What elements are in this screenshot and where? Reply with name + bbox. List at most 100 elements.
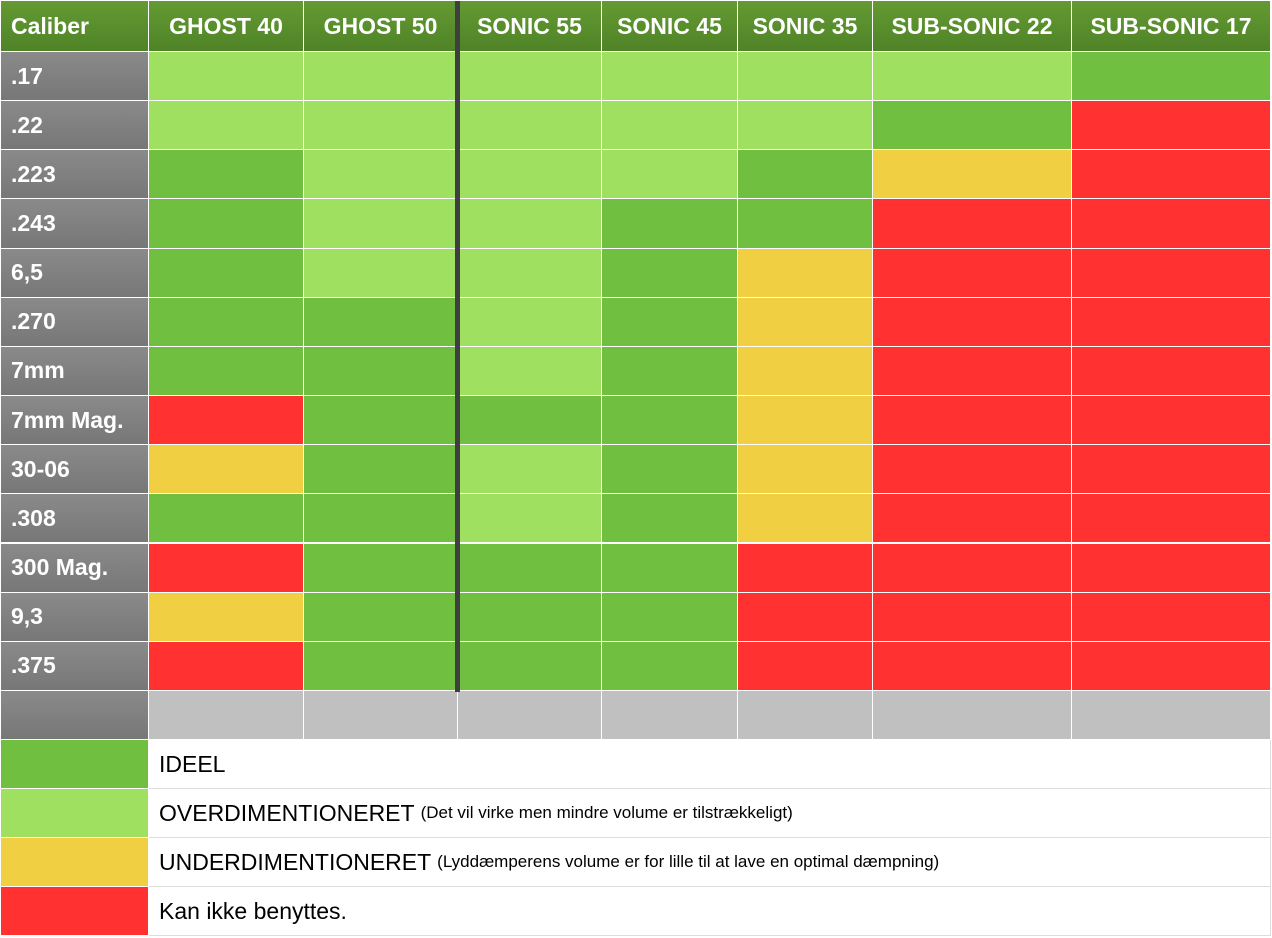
status-cell (1072, 690, 1271, 741)
status-cell (873, 543, 1072, 593)
status-cell (304, 297, 458, 347)
status-cell (873, 494, 1072, 544)
status-cell (602, 641, 738, 691)
legend-entry: UNDERDIMENTIONERET (Lyddæmperens volume e… (149, 838, 1271, 888)
status-cell (738, 396, 873, 446)
status-cell (304, 150, 458, 200)
status-cell (1072, 641, 1271, 691)
row-label: .308 (1, 494, 149, 544)
status-cell (304, 494, 458, 544)
status-cell (738, 445, 873, 495)
legend-entry: Kan ikke benyttes. (149, 887, 1271, 937)
status-cell (304, 248, 458, 298)
status-cell (458, 543, 602, 593)
status-cell (602, 297, 738, 347)
row-label: 9,3 (1, 592, 149, 642)
status-cell (602, 592, 738, 642)
status-cell (602, 52, 738, 102)
status-cell (738, 346, 873, 397)
column-header: SONIC 45 (602, 1, 738, 52)
row-label: 6,5 (1, 248, 149, 298)
status-cell (602, 248, 738, 298)
status-cell (458, 297, 602, 347)
status-cell (149, 248, 304, 298)
legend-swatch (1, 838, 149, 888)
legend-label: OVERDIMENTIONERET (159, 799, 415, 826)
row-label: .375 (1, 641, 149, 691)
status-cell (1072, 494, 1271, 544)
status-cell (873, 445, 1072, 495)
status-cell (304, 690, 458, 741)
status-cell (1072, 248, 1271, 298)
status-cell (149, 199, 304, 249)
column-header: SUB-SONIC 22 (873, 1, 1072, 52)
status-cell (602, 199, 738, 249)
status-cell (873, 101, 1072, 151)
legend-note: (Det vil virke men mindre volume er tils… (420, 803, 793, 823)
status-cell (304, 52, 458, 102)
status-cell (602, 346, 738, 397)
status-cell (458, 690, 602, 741)
legend-entry: OVERDIMENTIONERET (Det vil virke men mind… (149, 789, 1271, 839)
status-cell (738, 248, 873, 298)
status-cell (304, 199, 458, 249)
row-label: .270 (1, 297, 149, 347)
row-label: .17 (1, 52, 149, 102)
row-label: .223 (1, 150, 149, 200)
status-cell (738, 101, 873, 151)
status-cell (1072, 346, 1271, 397)
status-cell (873, 248, 1072, 298)
status-cell (602, 494, 738, 544)
status-cell (873, 592, 1072, 642)
status-cell (149, 396, 304, 446)
column-header: Caliber (1, 1, 149, 52)
legend-label: UNDERDIMENTIONERET (159, 848, 432, 875)
status-cell (1072, 150, 1271, 200)
status-cell (304, 592, 458, 642)
status-cell (149, 592, 304, 642)
legend-swatch (1, 789, 149, 839)
column-header: SONIC 55 (458, 1, 602, 52)
status-cell (873, 396, 1072, 446)
status-cell (738, 494, 873, 544)
status-cell (602, 445, 738, 495)
status-cell (602, 101, 738, 151)
column-divider (455, 1, 460, 692)
row-label (1, 690, 149, 741)
status-cell (304, 346, 458, 397)
status-cell (738, 690, 873, 741)
legend-swatch (1, 740, 149, 790)
row-label: .243 (1, 199, 149, 249)
status-cell (873, 52, 1072, 102)
status-cell (304, 101, 458, 151)
status-cell (149, 445, 304, 495)
status-cell (738, 150, 873, 200)
status-cell (304, 396, 458, 446)
status-cell (149, 346, 304, 397)
status-cell (149, 150, 304, 200)
status-cell (1072, 396, 1271, 446)
status-cell (738, 543, 873, 593)
status-cell (1072, 592, 1271, 642)
status-cell (458, 346, 602, 397)
status-cell (149, 52, 304, 102)
status-cell (738, 641, 873, 691)
legend-swatch (1, 887, 149, 937)
status-cell (458, 199, 602, 249)
status-cell (1072, 445, 1271, 495)
row-label: 7mm (1, 346, 149, 397)
column-header: GHOST 40 (149, 1, 304, 52)
legend-label: Kan ikke benyttes. (159, 897, 347, 924)
status-cell (149, 690, 304, 741)
status-cell (738, 52, 873, 102)
status-cell (458, 592, 602, 642)
status-cell (738, 592, 873, 642)
status-cell (149, 641, 304, 691)
status-cell (1072, 101, 1271, 151)
status-cell (304, 543, 458, 593)
status-cell (458, 641, 602, 691)
status-cell (458, 52, 602, 102)
column-header: GHOST 50 (304, 1, 458, 52)
